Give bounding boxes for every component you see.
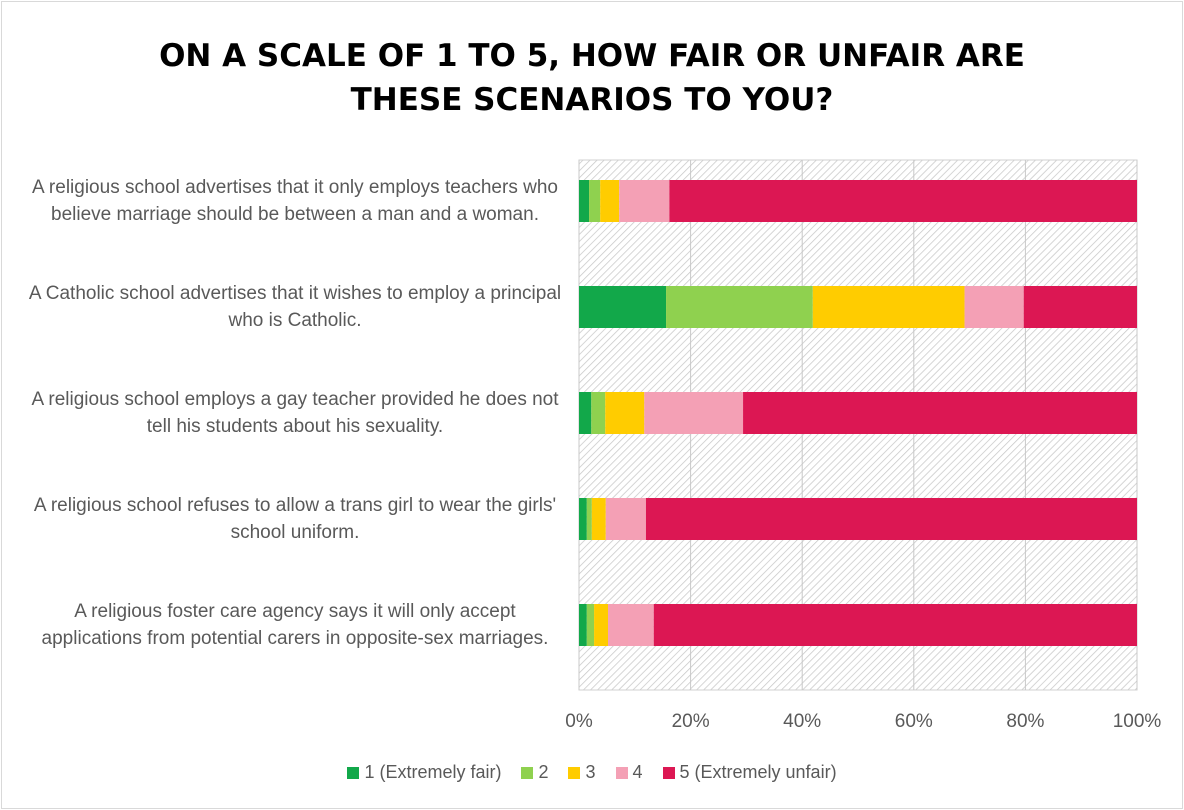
category-label: A Catholic school advertises that it wis… xyxy=(28,283,562,331)
bar-segment xyxy=(644,392,744,434)
legend-label: 2 xyxy=(538,762,549,782)
bar-segment xyxy=(743,392,1137,434)
bar-segment xyxy=(600,180,620,222)
legend-label: 5 (Extremely unfair) xyxy=(679,762,837,782)
category-label: A religious school employs a gay teacher… xyxy=(31,389,559,437)
bar-segment xyxy=(619,180,670,222)
bar-segment xyxy=(579,498,587,540)
legend-swatch xyxy=(615,766,628,779)
x-tick-label: 60% xyxy=(895,711,933,732)
category-label: A religious foster care agency says it w… xyxy=(41,601,549,649)
legend-swatch xyxy=(662,766,675,779)
bar-segment xyxy=(591,392,606,434)
bar-segment xyxy=(605,498,646,540)
category-label: A religious school advertises that it on… xyxy=(32,177,558,225)
bar-segment xyxy=(579,604,587,646)
chart-title: ON A SCALE OF 1 TO 5, HOW FAIR OR UNFAIR… xyxy=(159,38,1025,118)
bar-segment xyxy=(964,286,1024,328)
bar-segment xyxy=(586,604,595,646)
x-tick-label: 80% xyxy=(1006,711,1044,732)
x-tick-label: 40% xyxy=(783,711,821,732)
legend-item: 3 xyxy=(568,762,596,783)
legend-label: 4 xyxy=(632,762,643,782)
x-tick-label: 0% xyxy=(565,711,593,732)
bar-segment xyxy=(589,180,601,222)
category-label: A religious school refuses to allow a tr… xyxy=(33,495,557,543)
bar-segment xyxy=(594,604,609,646)
legend: 1 (Extremely fair) 2 3 4 5 (Extremely unfair… xyxy=(0,762,1184,783)
legend-item: 4 xyxy=(615,762,643,783)
legend-item: 2 xyxy=(521,762,548,783)
bar-segment xyxy=(669,180,1137,222)
bar-segment xyxy=(586,498,592,540)
bar-segment xyxy=(579,180,590,222)
x-tick-label: 100% xyxy=(1113,711,1162,732)
bar-segment xyxy=(579,392,592,434)
bar-segment xyxy=(605,392,645,434)
legend-item: 5 (Extremely unfair) xyxy=(662,762,837,783)
bar-segment xyxy=(812,286,965,328)
legend-swatch xyxy=(347,766,360,779)
bar-segment xyxy=(579,286,667,328)
bar-segment xyxy=(645,498,1137,540)
bar-segment xyxy=(1023,286,1137,328)
bar-segment xyxy=(591,498,606,540)
legend-label: 3 xyxy=(585,762,596,782)
legend-swatch xyxy=(521,766,534,779)
bar-segment xyxy=(608,604,654,646)
legend-label: 1 (Extremely fair) xyxy=(364,762,502,782)
legend-item: 1 (Extremely fair) xyxy=(347,762,501,783)
x-tick-label: 20% xyxy=(672,711,710,732)
bar-segment xyxy=(666,286,813,328)
legend-swatch xyxy=(568,766,581,779)
bar-segment xyxy=(653,604,1137,646)
